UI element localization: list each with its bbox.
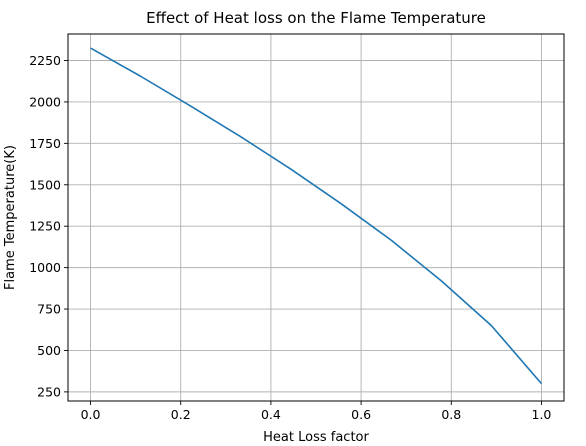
chart-title: Effect of Heat loss on the Flame Tempera… bbox=[146, 9, 486, 27]
x-axis-ticks: 0.0 0.2 0.4 0.6 0.8 1.0 bbox=[81, 401, 552, 422]
y-tick-label: 2000 bbox=[29, 94, 61, 109]
x-tick-label: 0.8 bbox=[441, 407, 461, 422]
x-tick-label: 0.2 bbox=[171, 407, 191, 422]
y-tick-label: 1000 bbox=[29, 260, 61, 275]
y-tick-label: 750 bbox=[37, 302, 61, 317]
series-group bbox=[90, 47, 543, 385]
series-line bbox=[90, 47, 543, 385]
plot-frame bbox=[67, 33, 565, 402]
y-axis-ticks: 250 500 750 1000 1250 1500 1750 2000 2250 bbox=[29, 53, 68, 399]
y-axis-label: Flame Temperature(K) bbox=[3, 145, 18, 290]
y-tick-label: 1500 bbox=[29, 177, 61, 192]
x-tick-label: 0.0 bbox=[81, 407, 101, 422]
y-tick-label: 1250 bbox=[29, 219, 61, 234]
y-tick-label: 250 bbox=[37, 384, 61, 399]
x-tick-label: 0.4 bbox=[261, 407, 281, 422]
x-tick-label: 1.0 bbox=[532, 407, 552, 422]
grid bbox=[68, 34, 564, 401]
y-tick-label: 1750 bbox=[29, 136, 61, 151]
x-tick-label: 0.6 bbox=[351, 407, 371, 422]
x-axis-label: Heat Loss factor bbox=[263, 430, 369, 445]
y-tick-label: 500 bbox=[37, 343, 61, 358]
y-tick-label: 2250 bbox=[29, 53, 61, 68]
